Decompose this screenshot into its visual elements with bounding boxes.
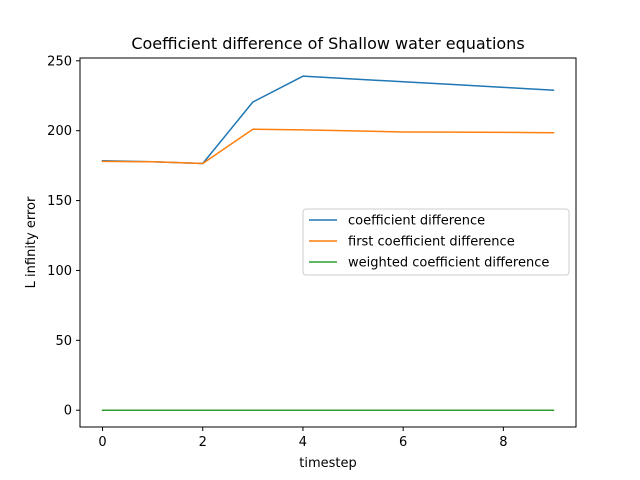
y-axis: 0 50 100 150 200 250 <box>47 54 80 419</box>
legend-label-1: coefficient difference <box>348 214 485 229</box>
x-tick-label: 2 <box>199 435 207 450</box>
y-tick-label: 0 <box>64 404 72 419</box>
y-tick-label: 150 <box>47 194 72 209</box>
x-tick-label: 4 <box>299 435 307 450</box>
y-axis-label: L infinity error <box>24 196 39 288</box>
y-tick-label: 100 <box>47 264 72 279</box>
series-line-2 <box>101 128 555 165</box>
legend: coefficient difference first coefficient … <box>302 208 570 276</box>
x-axis-label: timestep <box>299 456 357 471</box>
y-tick-label: 200 <box>47 124 72 139</box>
series-lines <box>101 75 555 411</box>
chart-title: Coefficient difference of Shallow water … <box>131 34 524 53</box>
x-tick-label: 8 <box>499 435 507 450</box>
legend-label-3: weighted coefficient difference <box>348 256 549 271</box>
x-tick-label: 0 <box>98 435 106 450</box>
series-line-1 <box>101 75 555 165</box>
x-tick-label: 6 <box>399 435 407 450</box>
y-tick-label: 50 <box>55 334 72 349</box>
plot-frame <box>79 57 577 428</box>
legend-box <box>302 208 570 276</box>
x-axis: 0 2 4 6 8 <box>98 427 507 450</box>
legend-label-2: first coefficient difference <box>348 235 515 250</box>
y-tick-label: 250 <box>47 54 72 69</box>
